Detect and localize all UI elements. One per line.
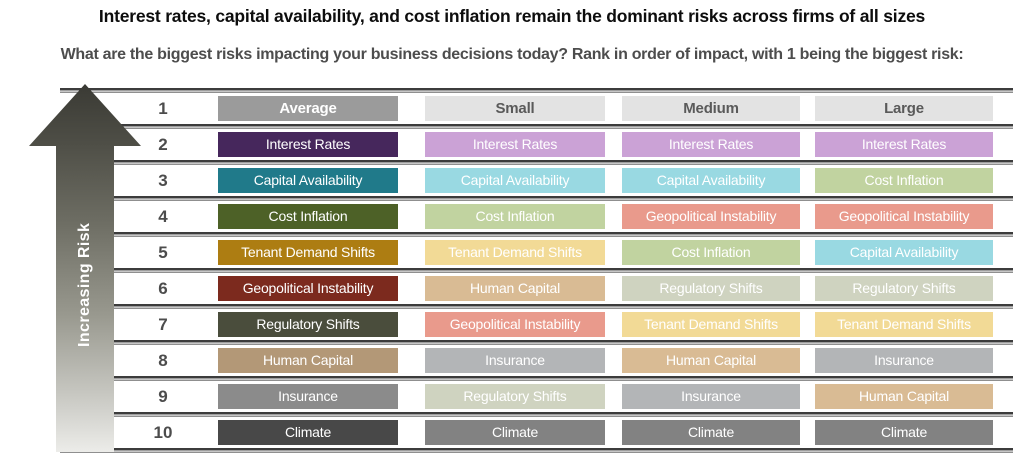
- risk-cell: Cost Inflation: [622, 240, 800, 265]
- survey-question: What are the biggest risks impacting you…: [60, 46, 964, 63]
- row-separator: [60, 160, 1013, 165]
- risk-cell: Human Capital: [622, 348, 800, 373]
- risk-cell: Geopolitical Instability: [622, 204, 800, 229]
- risk-cell: Interest Rates: [622, 132, 800, 157]
- rank-number: 10: [153, 422, 173, 442]
- risk-cell: Regulatory Shifts: [622, 276, 800, 301]
- row-separator: [60, 196, 1013, 201]
- risk-cell: Regulatory Shifts: [218, 312, 398, 337]
- risk-cell: Tenant Demand Shifts: [622, 312, 800, 337]
- risk-cell: Climate: [425, 420, 605, 445]
- rank-number: 7: [158, 314, 168, 334]
- risk-cell: Geopolitical Instability: [815, 204, 993, 229]
- rank-row-10: 10 Climate Climate Climate Climate: [60, 417, 1013, 448]
- row-separator: [60, 304, 1013, 309]
- row-separator: [60, 232, 1013, 237]
- risk-cell: Regulatory Shifts: [815, 276, 993, 301]
- risk-ranking-table: 1 Average Small Medium Large 2 Interest Rates I…: [60, 88, 1013, 453]
- rank-number: 3: [158, 170, 168, 190]
- arrow-shaft: [56, 145, 114, 452]
- rank-row-3: 3 Capital Availability Capital Availabilit…: [60, 165, 1013, 196]
- risk-cell: Geopolitical Instability: [425, 312, 605, 337]
- increasing-risk-arrow: Increasing Risk: [29, 84, 141, 452]
- risk-cell: Tenant Demand Shifts: [815, 312, 993, 337]
- row-separator: [60, 448, 1013, 453]
- rank-number: 4: [158, 206, 168, 226]
- risk-cell: Cost Inflation: [218, 204, 398, 229]
- column-header-small: Small: [425, 96, 605, 121]
- risk-cell: Regulatory Shifts: [425, 384, 605, 409]
- risk-cell: Climate: [815, 420, 993, 445]
- rank-number: 9: [158, 386, 168, 406]
- row-separator: [60, 376, 1013, 381]
- page-title: Interest rates, capital availability, an…: [98, 6, 926, 26]
- risk-cell: Human Capital: [815, 384, 993, 409]
- column-header-medium: Medium: [622, 96, 800, 121]
- risk-cell: Interest Rates: [815, 132, 993, 157]
- row-separator: [60, 268, 1013, 273]
- rank-row-4: 4 Cost Inflation Cost Inflation Geopolitica…: [60, 201, 1013, 232]
- rank-row-8: 8 Human Capital Insurance Human Capital Insu…: [60, 345, 1013, 376]
- rank-number: 2: [158, 134, 168, 154]
- arrow-up-icon: [29, 84, 141, 146]
- rank-row-9: 9 Insurance Regulatory Shifts Insurance Huma…: [60, 381, 1013, 412]
- row-separator: [60, 124, 1013, 129]
- risk-cell: Interest Rates: [425, 132, 605, 157]
- risk-cell: Capital Availability: [622, 168, 800, 193]
- row-separator: [60, 88, 1013, 93]
- risk-cell: Tenant Demand Shifts: [425, 240, 605, 265]
- rank-number: 6: [158, 278, 168, 298]
- risk-cell: Climate: [218, 420, 398, 445]
- risk-cell: Insurance: [218, 384, 398, 409]
- rank-row-7: 7 Regulatory Shifts Geopolitical Instabili…: [60, 309, 1013, 340]
- rank-row-1: 1 Average Small Medium Large: [60, 93, 1013, 124]
- risk-cell: Capital Availability: [218, 168, 398, 193]
- risk-cell: Cost Inflation: [425, 204, 605, 229]
- risk-cell: Insurance: [425, 348, 605, 373]
- risk-cell: Human Capital: [218, 348, 398, 373]
- risk-cell: Climate: [622, 420, 800, 445]
- risk-cell: Cost Inflation: [815, 168, 993, 193]
- risk-cell: Human Capital: [425, 276, 605, 301]
- rank-row-6: 6 Geopolitical Instability Human Capital Re…: [60, 273, 1013, 304]
- rank-number: 5: [158, 242, 168, 262]
- risk-cell: Insurance: [622, 384, 800, 409]
- rank-row-2: 2 Interest Rates Interest Rates Interest Ra…: [60, 129, 1013, 160]
- risk-cell: Insurance: [815, 348, 993, 373]
- column-header-average: Average: [218, 96, 398, 121]
- row-separator: [60, 340, 1013, 345]
- rank-row-5: 5 Tenant Demand Shifts Tenant Demand Shift…: [60, 237, 1013, 268]
- rank-number: 1: [158, 98, 168, 118]
- column-header-large: Large: [815, 96, 993, 121]
- risk-cell: Geopolitical Instability: [218, 276, 398, 301]
- risk-cell: Capital Availability: [425, 168, 605, 193]
- risk-cell: Capital Availability: [815, 240, 993, 265]
- risk-cell: Interest Rates: [218, 132, 398, 157]
- rank-number: 8: [158, 350, 168, 370]
- increasing-risk-label: Increasing Risk: [76, 222, 93, 348]
- row-separator: [60, 412, 1013, 417]
- risk-cell: Tenant Demand Shifts: [218, 240, 398, 265]
